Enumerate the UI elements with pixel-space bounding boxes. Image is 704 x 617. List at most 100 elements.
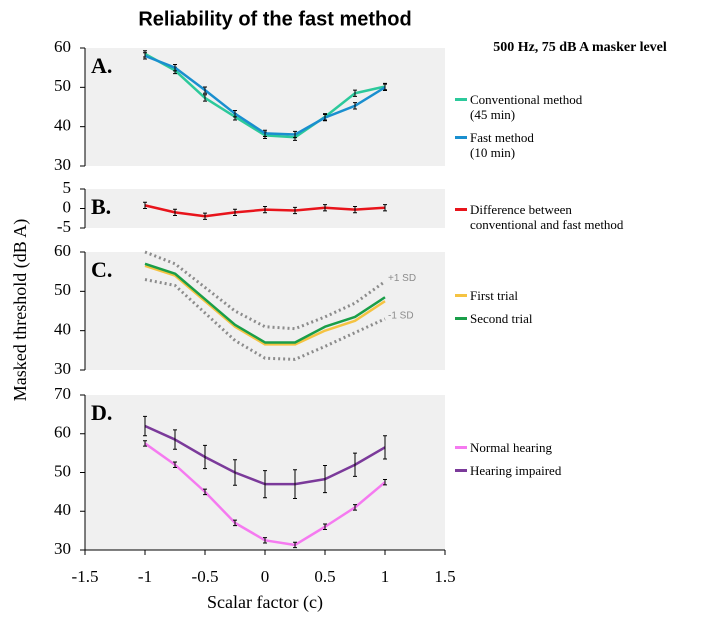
y-tick-label: 40 (54, 500, 71, 519)
x-tick-label: 0.5 (314, 567, 335, 586)
series-line (144, 250, 386, 331)
series-line (144, 278, 386, 361)
legend-label: Conventional method (45 min) (470, 92, 583, 122)
y-tick-label: 40 (54, 116, 71, 135)
legend-item: Conventional method (45 min) (455, 92, 582, 122)
legend-swatch (455, 136, 467, 139)
error-bar (143, 201, 147, 209)
error-bar (383, 478, 387, 486)
legend-item: Normal hearing (455, 440, 561, 455)
error-bar (203, 94, 207, 102)
legend-item: Second trial (455, 311, 532, 326)
y-tick-label: -5 (57, 217, 71, 236)
legend-label: Hearing impaired (470, 463, 562, 478)
y-tick-label: 60 (54, 241, 71, 260)
legend-item: First trial (455, 288, 532, 303)
x-tick-label: -0.5 (192, 567, 219, 586)
subtitle: 500 Hz, 75 dB A masker level (493, 40, 667, 55)
error-bar (173, 64, 177, 72)
y-tick-label: 50 (54, 461, 71, 480)
error-bar (323, 204, 327, 212)
panel-label: A. (91, 53, 112, 78)
legend-label: Normal hearing (470, 440, 552, 455)
y-tick-label: 40 (54, 320, 71, 339)
error-bar (383, 83, 387, 91)
error-bar (263, 206, 267, 214)
legend: First trial Second trial (455, 288, 532, 326)
legend-swatch (455, 317, 467, 320)
x-tick-label: 1 (381, 567, 390, 586)
y-axis-label: Masked threshold (dB A) (10, 219, 31, 401)
x-axis-label: Scalar factor (c) (207, 592, 323, 613)
error-bar (203, 86, 207, 94)
error-bar (233, 459, 237, 486)
line-label: -1 SD (388, 311, 414, 322)
error-bar (143, 415, 147, 437)
legend-swatch (455, 469, 467, 472)
error-bar (233, 208, 237, 217)
error-bar (173, 429, 177, 450)
x-tick-label: 0 (261, 567, 270, 586)
legend-label: Difference between conventional and fast… (470, 202, 624, 232)
error-bar (263, 470, 267, 499)
y-tick-label: 30 (54, 539, 71, 558)
legend-label: First trial (470, 288, 519, 303)
y-tick-label: 50 (54, 280, 71, 299)
legend-item: Fast method (10 min) (455, 130, 582, 160)
error-bar (353, 452, 357, 477)
x-tick-label: -1 (138, 567, 152, 586)
error-bar (323, 523, 327, 530)
error-bar (293, 541, 297, 549)
error-bar (143, 52, 147, 60)
legend-item: Difference between conventional and fast… (455, 202, 623, 232)
y-tick-label: 5 (63, 178, 72, 197)
legend: Conventional method (45 min) Fast method … (455, 92, 582, 160)
x-tick-label: 1.5 (434, 567, 455, 586)
legend-swatch (455, 98, 467, 101)
legend: Difference between conventional and fast… (455, 202, 623, 232)
error-bar (263, 129, 267, 137)
error-bar (353, 504, 357, 511)
error-bar (383, 435, 387, 460)
y-tick-label: 50 (54, 76, 71, 95)
error-bar (353, 206, 357, 214)
error-bar (293, 130, 297, 139)
legend: Normal hearing Hearing impaired (455, 440, 561, 478)
error-bar (203, 488, 207, 496)
panel-label: C. (91, 257, 112, 282)
plot-background (85, 48, 445, 166)
series-line (144, 264, 386, 346)
series-line (144, 262, 386, 344)
error-bar (293, 206, 297, 215)
legend-swatch (455, 208, 467, 211)
line-label: +1 SD (388, 273, 416, 284)
legend-swatch (455, 446, 467, 449)
error-bar (233, 110, 237, 118)
y-tick-label: 70 (54, 384, 71, 403)
error-bar (203, 212, 207, 220)
error-bar (293, 469, 297, 499)
error-bar (233, 519, 237, 527)
legend-label: Fast method (10 min) (470, 130, 534, 160)
y-tick-label: 60 (54, 423, 71, 442)
plot-background (85, 252, 445, 370)
error-bar (203, 444, 207, 470)
error-bar (173, 208, 177, 217)
error-bar (263, 537, 267, 544)
error-bar (383, 204, 387, 212)
panel-label: B. (91, 194, 111, 219)
y-tick-label: 60 (54, 37, 71, 56)
legend-swatch (455, 294, 467, 297)
error-bar (353, 89, 357, 97)
x-tick-label: -1.5 (72, 567, 99, 586)
error-bar (353, 102, 357, 110)
error-bar (143, 440, 147, 447)
y-tick-label: 30 (54, 359, 71, 378)
legend-item: Hearing impaired (455, 463, 561, 478)
legend-label: Second trial (470, 311, 533, 326)
error-bar (323, 113, 327, 122)
chart-title: Reliability of the fast method (138, 8, 411, 30)
panel-label: D. (91, 400, 112, 425)
